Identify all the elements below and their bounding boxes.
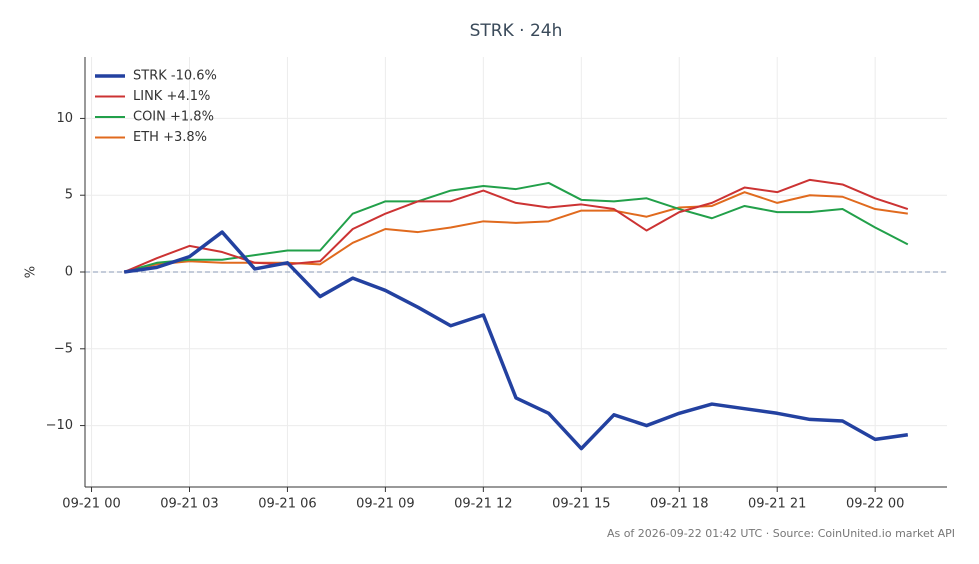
x-tick-label: 09-21 12 bbox=[454, 497, 512, 512]
x-tick-label: 09-21 00 bbox=[62, 497, 120, 512]
y-tick-label: 0 bbox=[65, 265, 73, 280]
legend-label: COIN +1.8% bbox=[133, 110, 214, 125]
x-tick-label: 09-22 00 bbox=[846, 497, 904, 512]
y-tick-label: 5 bbox=[65, 188, 73, 203]
x-tick-label: 09-21 21 bbox=[748, 497, 806, 512]
x-tick-label: 09-21 18 bbox=[650, 497, 708, 512]
y-tick-label: −5 bbox=[54, 341, 73, 356]
x-tick-label: 09-21 09 bbox=[356, 497, 414, 512]
y-axis-label: % bbox=[24, 266, 39, 278]
legend-label: STRK -10.6% bbox=[133, 69, 217, 84]
series-line bbox=[123, 191, 908, 273]
legend-label: ETH +3.8% bbox=[133, 130, 207, 145]
legend-label: LINK +4.1% bbox=[133, 89, 210, 104]
series-line bbox=[123, 181, 909, 273]
footnote: As of 2026-09-22 01:42 UTC · Source: Coi… bbox=[607, 527, 955, 540]
y-tick-label: −10 bbox=[46, 418, 73, 433]
series-line bbox=[123, 230, 909, 451]
x-tick-label: 09-21 03 bbox=[160, 497, 218, 512]
chart-title: STRK · 24h bbox=[470, 21, 563, 41]
series-line bbox=[123, 178, 909, 273]
x-tick-label: 09-21 15 bbox=[552, 497, 610, 512]
y-tick-label: 10 bbox=[56, 111, 73, 126]
x-tick-label: 09-21 06 bbox=[258, 497, 316, 512]
